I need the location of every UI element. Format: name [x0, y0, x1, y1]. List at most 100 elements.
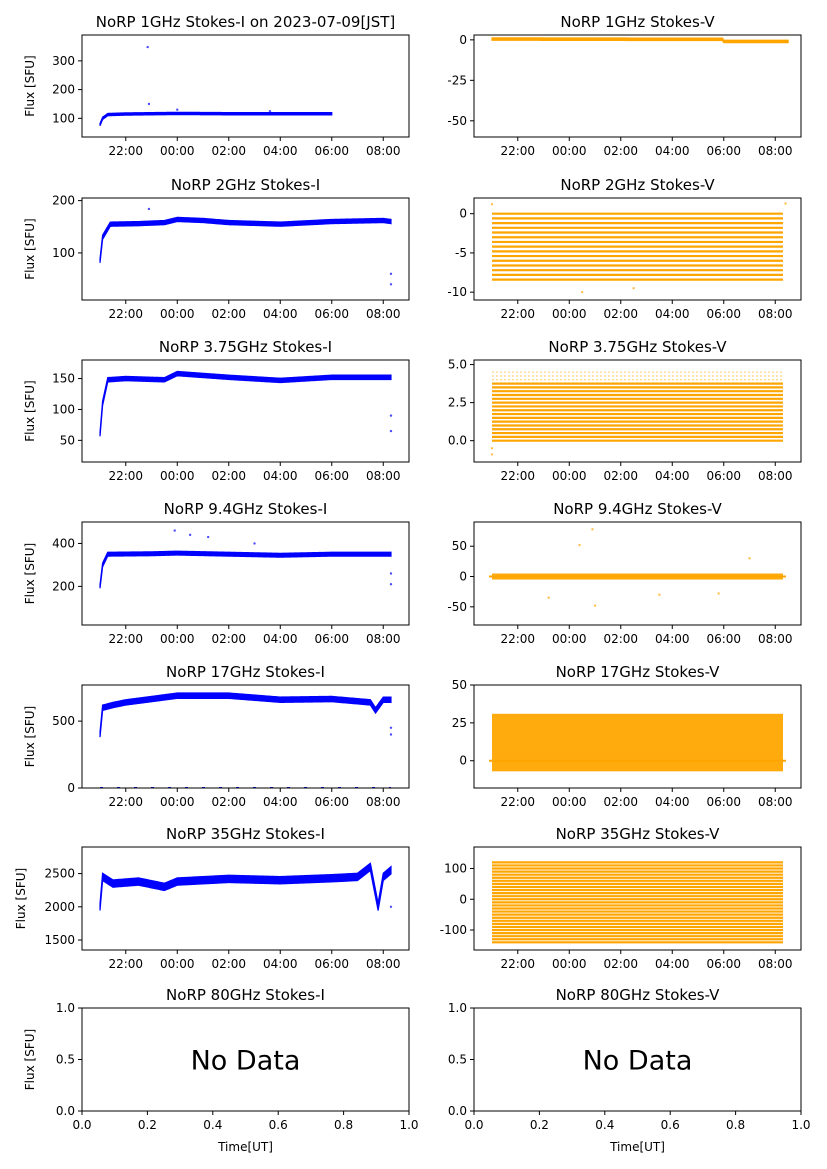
data-point — [784, 202, 787, 205]
x-tick-label: 0.8 — [726, 1118, 745, 1132]
x-tick-label: 0.4 — [203, 1118, 222, 1132]
x-tick-label: 08:00 — [758, 795, 793, 809]
y-tick-label: -50 — [447, 600, 467, 614]
panel-i3: NoRP 3.75GHz Stokes-I Flux [SFU] 22:00 00:0… — [23, 338, 410, 483]
x-tick-label: 02:00 — [211, 144, 246, 158]
y-tick-label: 0 — [459, 207, 467, 221]
series-band — [99, 550, 392, 589]
x-tick-label: 00:00 — [160, 632, 195, 646]
plot-area — [492, 861, 783, 944]
x-axis-label: Time[UT] — [217, 1140, 273, 1154]
panel-title: NoRP 1GHz Stokes-V — [560, 13, 715, 31]
y-tick-label: 1.0 — [448, 1001, 467, 1015]
x-tick-label: 22:00 — [108, 307, 143, 321]
series-band — [99, 370, 392, 437]
axes-frame — [473, 1007, 802, 1112]
y-tick-label: -25 — [447, 73, 467, 87]
x-tick-label: 0.4 — [595, 1118, 614, 1132]
panel-i6: NoRP 35GHz Stokes-I Flux [SFU] 22:00 00:00 0… — [14, 825, 410, 971]
panel-i4: NoRP 9.4GHz Stokes-I Flux [SFU] 22:00 00:00… — [23, 500, 410, 646]
panel-v1: NoRP 1GHz Stokes-V 22:00 00:00 02:00 04:00 06… — [447, 13, 802, 158]
y-tick-label: 2.5 — [448, 396, 467, 410]
series-band — [491, 37, 789, 44]
data-point — [593, 604, 597, 607]
plot-area — [99, 370, 393, 437]
x-tick-label: 08:00 — [366, 957, 401, 971]
y-axis-label: Flux [SFU] — [23, 706, 37, 767]
y-tick-label: 0 — [459, 33, 467, 47]
x-tick-label: 00:00 — [160, 307, 195, 321]
y-tick-label: 150 — [52, 372, 75, 386]
y-tick-label: 5.0 — [448, 358, 467, 372]
series-band — [99, 692, 392, 738]
panel-v6: NoRP 35GHz Stokes-V 22:00 00:00 02:00 04:00 0… — [440, 825, 802, 971]
data-point — [389, 272, 393, 276]
axes-frame — [81, 197, 410, 301]
panel-title: NoRP 35GHz Stokes-I — [166, 825, 325, 843]
x-tick-label: 06:00 — [706, 957, 741, 971]
y-tick-label: 0.0 — [448, 434, 467, 448]
data-point — [389, 572, 393, 575]
panel-title: NoRP 3.75GHz Stokes-I — [159, 338, 332, 356]
axes-frame — [81, 846, 410, 951]
axes-frame — [473, 684, 802, 789]
y-tick-label: -10 — [447, 285, 467, 299]
x-tick-label: 00:00 — [552, 144, 587, 158]
y-tick-label: 200 — [52, 579, 75, 593]
x-tick-label: 00:00 — [552, 957, 587, 971]
y-tick-label: 0.5 — [448, 1053, 467, 1067]
x-tick-label: 22:00 — [500, 795, 535, 809]
x-tick-label: 0.2 — [530, 1118, 549, 1132]
y-tick-label: 100 — [52, 111, 75, 125]
x-tick-label: 06:00 — [314, 144, 349, 158]
data-point — [188, 533, 192, 537]
x-tick-label: 02:00 — [603, 957, 638, 971]
data-point — [490, 453, 494, 456]
data-point — [490, 447, 494, 450]
x-tick-label: 1.0 — [399, 1118, 418, 1132]
y-axis-label: Flux [SFU] — [23, 55, 37, 116]
x-tick-label: 00:00 — [552, 632, 587, 646]
plot-area — [99, 692, 393, 788]
x-tick-label: 08:00 — [366, 307, 401, 321]
y-tick-label: 50 — [452, 678, 467, 692]
x-tick-label: 22:00 — [500, 469, 535, 483]
panel-i2: NoRP 2GHz Stokes-I Flux [SFU] 22:00 00:00 02… — [23, 176, 410, 321]
x-tick-label: 04:00 — [263, 469, 298, 483]
x-tick-label: 00:00 — [552, 469, 587, 483]
panel-title: NoRP 2GHz Stokes-V — [560, 176, 715, 194]
x-tick-label: 00:00 — [160, 795, 195, 809]
y-tick-label: 0 — [459, 892, 467, 906]
x-tick-label: 00:00 — [160, 144, 195, 158]
panel-v2: NoRP 2GHz Stokes-V 22:00 00:00 02:00 04:00 06… — [447, 176, 802, 321]
data-point — [253, 542, 256, 545]
x-tick-label: 08:00 — [366, 144, 401, 158]
x-tick-label: 02:00 — [211, 469, 246, 483]
y-axis-label: Flux [SFU] — [23, 218, 37, 279]
x-tick-label: 00:00 — [160, 957, 195, 971]
data-point — [147, 102, 151, 106]
x-tick-label: 08:00 — [758, 144, 793, 158]
x-tick-label: 02:00 — [603, 144, 638, 158]
x-tick-label: 06:00 — [314, 632, 349, 646]
x-tick-label: 02:00 — [211, 957, 246, 971]
plot-area — [490, 202, 787, 294]
y-tick-label: 50 — [60, 433, 75, 447]
axes-frame — [473, 197, 802, 301]
y-tick-label: -50 — [447, 114, 467, 128]
data-point — [389, 905, 393, 909]
y-tick-label: 2500 — [44, 867, 75, 881]
y-tick-label: 50 — [452, 539, 467, 553]
panel-title: NoRP 3.75GHz Stokes-V — [548, 338, 727, 356]
data-point — [578, 543, 581, 547]
y-axis-label: Flux [SFU] — [23, 543, 37, 604]
data-point — [580, 290, 584, 294]
axes-frame — [81, 521, 410, 626]
x-tick-label: 22:00 — [500, 957, 535, 971]
x-tick-label: 0.6 — [661, 1118, 680, 1132]
x-tick-label: 22:00 — [500, 632, 535, 646]
axes-frame — [473, 34, 802, 138]
data-point — [490, 203, 494, 206]
y-axis-label: Flux [SFU] — [14, 868, 28, 929]
